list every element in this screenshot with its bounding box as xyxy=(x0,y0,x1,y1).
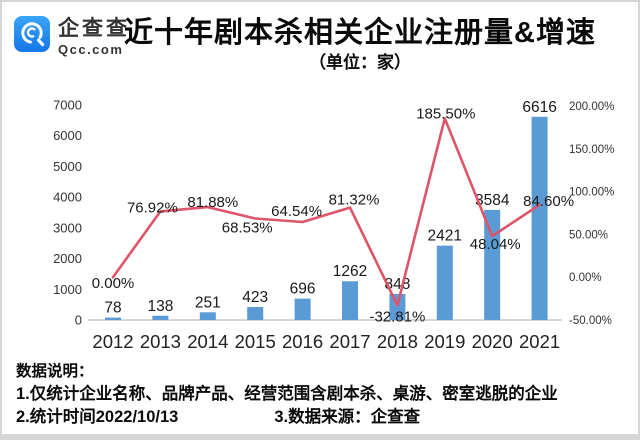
svg-text:150.00%: 150.00% xyxy=(569,144,614,156)
svg-text:84.60%: 84.60% xyxy=(523,193,574,210)
qcc-logo-icon xyxy=(14,16,50,52)
svg-text:5000: 5000 xyxy=(53,159,82,174)
svg-text:2020: 2020 xyxy=(472,331,513,352)
svg-text:6000: 6000 xyxy=(53,128,82,143)
brand-domain: Qcc.com xyxy=(58,42,124,57)
brand-logo-block: 企查查 Qcc.com xyxy=(14,16,130,58)
svg-text:696: 696 xyxy=(290,281,316,298)
footer-note-row: 2.统计时间2022/10/13 3.数据来源：企查查 xyxy=(16,406,632,429)
svg-text:100.00%: 100.00% xyxy=(569,187,614,199)
svg-text:-32.81%: -32.81% xyxy=(369,308,425,325)
svg-text:1262: 1262 xyxy=(333,263,367,280)
svg-text:200.00%: 200.00% xyxy=(569,101,614,113)
svg-text:2014: 2014 xyxy=(187,331,228,352)
svg-text:81.32%: 81.32% xyxy=(329,192,380,209)
chart-area: 0 1000 2000 3000 4000 5000 6000 7000 -50.00% 0.00… xyxy=(2,90,638,362)
footer-notes: 数据说明： 1.仅统计企业名称、品牌产品、经营范围含剧本杀、桌游、密室逃脱的企业… xyxy=(16,361,632,429)
svg-text:2019: 2019 xyxy=(424,331,465,352)
svg-text:2016: 2016 xyxy=(282,331,323,352)
svg-text:0.00%: 0.00% xyxy=(569,272,602,284)
footer-note-3: 3.数据来源：企查查 xyxy=(274,408,421,426)
svg-text:2421: 2421 xyxy=(428,228,462,245)
svg-text:81.88%: 81.88% xyxy=(187,194,238,211)
footer-note-1: 1.仅统计企业名称、品牌产品、经营范围含剧本杀、桌游、密室逃脱的企业 xyxy=(16,385,558,403)
svg-text:2017: 2017 xyxy=(329,331,370,352)
brand-text: 企查查 Qcc.com xyxy=(58,16,130,58)
svg-text:7000: 7000 xyxy=(53,98,82,113)
svg-text:2000: 2000 xyxy=(53,251,82,266)
svg-text:185.50%: 185.50% xyxy=(416,105,475,122)
svg-text:3000: 3000 xyxy=(53,220,82,235)
svg-text:4000: 4000 xyxy=(53,190,82,205)
svg-text:64.54%: 64.54% xyxy=(271,203,322,220)
svg-text:1000: 1000 xyxy=(53,282,82,297)
svg-text:50.00%: 50.00% xyxy=(569,229,608,241)
svg-text:0: 0 xyxy=(75,313,82,328)
svg-text:138: 138 xyxy=(147,298,173,315)
svg-text:3584: 3584 xyxy=(475,192,510,209)
svg-text:2013: 2013 xyxy=(140,331,181,352)
svg-text:251: 251 xyxy=(195,294,221,311)
svg-text:48.04%: 48.04% xyxy=(470,236,521,253)
svg-text:78: 78 xyxy=(104,300,121,317)
svg-text:2012: 2012 xyxy=(92,331,133,352)
svg-text:0.00%: 0.00% xyxy=(92,275,135,292)
footer-note-2: 2.统计时间2022/10/13 xyxy=(16,408,179,426)
svg-text:2021: 2021 xyxy=(519,331,560,352)
svg-text:76.92%: 76.92% xyxy=(127,199,178,216)
svg-text:6616: 6616 xyxy=(522,99,556,116)
brand-name: 企查查 xyxy=(58,17,130,40)
svg-text:-50.00%: -50.00% xyxy=(569,315,612,327)
svg-text:68.53%: 68.53% xyxy=(222,220,273,237)
footer-heading: 数据说明： xyxy=(16,363,94,380)
svg-text:423: 423 xyxy=(242,289,268,306)
svg-text:2015: 2015 xyxy=(235,331,276,352)
combo-chart: 0 1000 2000 3000 4000 5000 6000 7000 -50.00% 0.00… xyxy=(53,98,614,353)
svg-text:2018: 2018 xyxy=(377,331,418,352)
